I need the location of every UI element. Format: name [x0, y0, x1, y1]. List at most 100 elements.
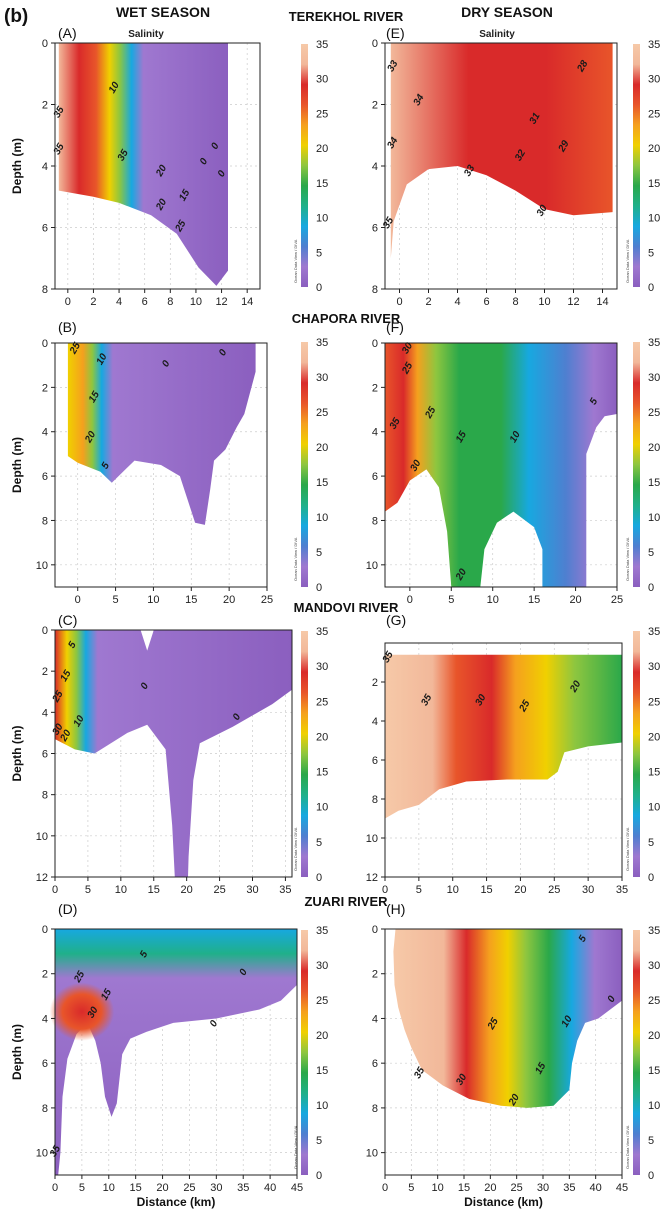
colorbar-tick-label: 30: [648, 661, 660, 673]
colorbar-tick-label: 25: [316, 696, 328, 708]
contour-label: 35: [52, 105, 67, 121]
panel-e: 0 2 4 6 8 10 12 14 0 2 4 6 8 33 34 28 31 34 32 29 33 30 35 (E) 3…: [372, 25, 660, 308]
colorbar-tick-label: 25: [316, 108, 328, 120]
x-tick-label: 30: [210, 1182, 222, 1194]
colorbar-tick-label: 10: [648, 213, 660, 225]
x-tick-label: 4: [116, 296, 122, 308]
x-tick-label: 0: [382, 884, 388, 896]
y-tick-label: 8: [372, 284, 378, 296]
x-tick-label: 10: [190, 296, 202, 308]
x-tick-label: 0: [75, 594, 81, 606]
colorbar-tick-label: 35: [316, 337, 328, 349]
y-tick-label: 4: [42, 427, 48, 439]
colorbar-tick-label: 20: [316, 442, 328, 454]
x-tick-label: 35: [279, 884, 291, 896]
contour-label: 0: [216, 168, 229, 179]
contour-label: 32: [513, 148, 528, 164]
colorbar-tick-label: 30: [648, 372, 660, 384]
plot-border: [384, 928, 623, 1176]
x-tick-label: 25: [261, 594, 273, 606]
colorbar-tick-label: 5: [316, 247, 322, 259]
contour-label: 25: [517, 698, 533, 714]
contour-label: 20: [58, 728, 74, 744]
river-title: CHAPORA RIVER: [292, 311, 401, 326]
x-tick-label: 14: [241, 296, 253, 308]
x-tick-label: 30: [537, 1182, 549, 1194]
y-tick-label: 4: [372, 716, 378, 728]
colorbar-tick-label: 5: [648, 1135, 654, 1147]
colorbar-tick-label: 25: [316, 995, 328, 1007]
contour-label: 5: [66, 640, 79, 651]
colorbar-tick-label: 10: [648, 802, 660, 814]
x-tick-label: 6: [142, 296, 148, 308]
contour-label: 10: [560, 1014, 575, 1030]
contour-label: 0: [209, 141, 222, 152]
colorbar-tick-label: 30: [316, 661, 328, 673]
y-tick-label: 2: [42, 100, 48, 112]
colorbar-tick-label: 0: [316, 582, 322, 594]
colorbar-tick-label: 0: [648, 872, 654, 884]
colorbar-tick-label: 35: [648, 337, 660, 349]
contour-label: 5: [100, 460, 113, 471]
river-title: MANDOVI RIVER: [294, 600, 399, 615]
contour-label: 31: [528, 111, 543, 127]
y-tick-label: 8: [372, 515, 378, 527]
contour-label: 0: [238, 967, 251, 978]
contour-label: 33: [462, 163, 477, 179]
y-tick-label: 2: [372, 677, 378, 689]
panel-c: 0 5 10 15 20 25 30 350246810125152501030200(C)D…: [10, 600, 399, 896]
y-tick-label: 4: [42, 161, 48, 173]
contour-label: 30: [408, 458, 423, 474]
variable-label: Salinity: [128, 29, 164, 40]
y-tick-label: 0: [42, 625, 48, 637]
x-tick-label: 10: [115, 884, 127, 896]
x-tick-label: 0: [65, 296, 71, 308]
contour-label: 20: [506, 1092, 522, 1108]
contour-label: 35: [381, 215, 396, 231]
colorbar: [301, 44, 308, 287]
colorbar-tick-label: 0: [648, 282, 654, 294]
colorbar-tick-label: 15: [648, 767, 660, 779]
y-tick-label: 10: [366, 833, 378, 845]
contour-label: 30: [400, 341, 415, 357]
odv-watermark: Ocean Data View / DIVA: [293, 239, 298, 283]
plot-border: [384, 342, 618, 588]
x-tick-label: 10: [432, 1182, 444, 1194]
y-tick-label: 10: [366, 560, 378, 572]
contour-label: 30: [454, 1072, 469, 1088]
x-tick-label: 10: [487, 594, 499, 606]
colorbar-tick-label: 35: [316, 626, 328, 638]
contour-label: 20: [454, 567, 470, 583]
colorbar-tick-label: 5: [316, 1135, 322, 1147]
dry-season-header: DRY SEASON: [461, 4, 553, 20]
x-tick-label: 15: [528, 594, 540, 606]
salinity-field: [390, 43, 613, 259]
x-tick-label: 2: [425, 296, 431, 308]
colorbar-tick-label: 5: [648, 547, 654, 559]
x-tick-label: 6: [483, 296, 489, 308]
x-tick-label: 4: [454, 296, 460, 308]
salinity-field: [55, 929, 297, 1175]
x-tick-label: 10: [447, 884, 459, 896]
contour-label: 35: [412, 1065, 427, 1081]
plot-border: [54, 342, 268, 588]
x-tick-label: 10: [147, 594, 159, 606]
odv-watermark: Ocean Data View / DIVA: [293, 1125, 298, 1169]
contour-label: 35: [419, 692, 434, 708]
contour-label: 35: [388, 416, 403, 432]
contour-label: 15: [87, 389, 102, 405]
contour-label: 35: [48, 1143, 63, 1159]
y-tick-label: 2: [42, 382, 48, 394]
y-tick-label: 6: [42, 749, 48, 761]
colorbar-tick-label: 30: [316, 960, 328, 972]
x-tick-label: 14: [596, 296, 608, 308]
y-tick-label: 6: [372, 471, 378, 483]
x-tick-label: 20: [156, 1182, 168, 1194]
x-tick-label: 35: [616, 884, 628, 896]
x-axis-label: Distance (km): [464, 1195, 543, 1209]
contour-label: 15: [99, 987, 114, 1003]
contour-label: 25: [423, 405, 439, 421]
colorbar-tick-label: 5: [316, 547, 322, 559]
odv-watermark: Ocean Data View / DIVA: [293, 537, 298, 581]
